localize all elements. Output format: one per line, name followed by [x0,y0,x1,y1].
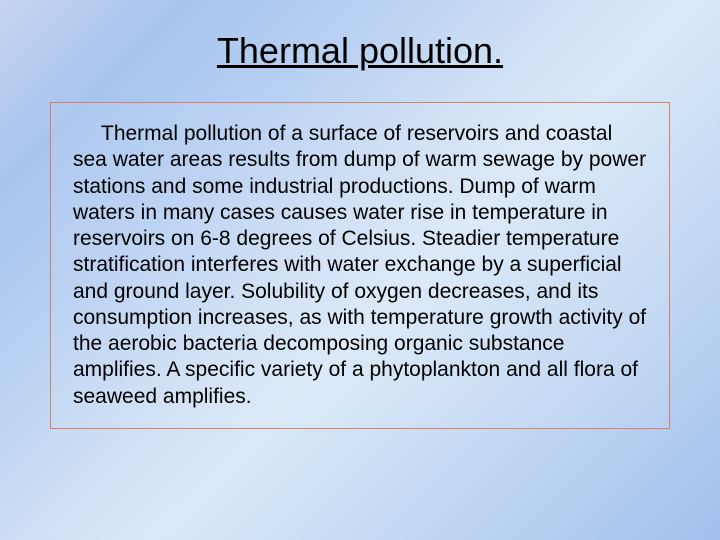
content-box: Thermal pollution of a surface of reserv… [50,102,670,429]
slide-title: Thermal pollution. [40,30,680,72]
body-text: Thermal pollution of a surface of reserv… [73,121,647,410]
slide-container: Thermal pollution. Thermal pollution of … [0,0,720,540]
